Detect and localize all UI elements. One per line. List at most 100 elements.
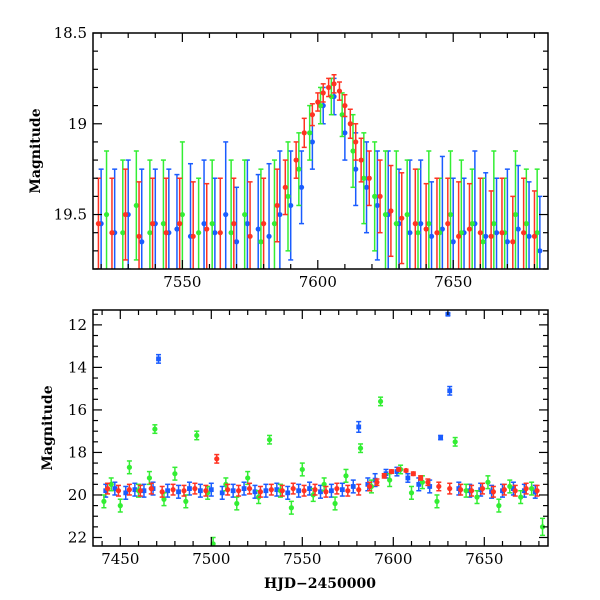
y-tick-label: 19.5 [54, 206, 87, 224]
data-marker [137, 488, 143, 494]
top-x-tick-labels: 7550 7600 7650 [163, 273, 472, 291]
top-series-2-point [434, 177, 440, 269]
data-marker [307, 486, 312, 491]
top-series-1-point [512, 150, 519, 269]
bottom-series-0-point [296, 483, 302, 498]
top-series-1-point [133, 150, 139, 261]
top-series-1-point [228, 159, 234, 269]
bottom-series-2-point [534, 484, 540, 497]
data-marker [197, 488, 203, 494]
data-marker [323, 489, 329, 495]
bottom-series-1-point [152, 424, 158, 435]
bottom-series-0-point [285, 485, 291, 500]
top-series-2-point [466, 182, 473, 269]
top-series-1-point [196, 177, 202, 269]
data-marker [245, 475, 251, 481]
data-marker [279, 488, 285, 494]
bottom-series-2-point [323, 485, 329, 498]
data-marker [204, 226, 210, 232]
top-series-2-point [477, 177, 483, 269]
data-marker [234, 500, 240, 507]
bottom-series-2-point [367, 481, 373, 492]
bottom-series-2-point [334, 482, 340, 495]
data-marker [388, 468, 395, 475]
bottom-series-0-point [328, 483, 334, 498]
data-marker [458, 230, 464, 236]
top-series-2-point [282, 159, 288, 216]
top-series-2-point [445, 177, 451, 269]
top-series-1-point [534, 168, 540, 269]
data-marker [149, 221, 156, 227]
data-marker [501, 487, 507, 493]
data-marker [296, 166, 302, 172]
data-marker [468, 488, 475, 494]
data-marker [122, 211, 129, 218]
data-marker [529, 485, 535, 492]
data-marker [108, 481, 114, 487]
data-marker [419, 479, 426, 485]
top-series-0-point [255, 173, 261, 269]
y-tick-label: 20 [68, 486, 87, 504]
bottom-series-0-point [241, 481, 247, 496]
data-marker [223, 211, 229, 218]
data-marker [115, 488, 122, 494]
data-marker [190, 233, 196, 239]
top-series-2-point [326, 77, 332, 98]
top-series-2-point [247, 181, 253, 269]
bottom-series-2-point [126, 483, 132, 496]
data-marker [452, 439, 458, 445]
data-marker [477, 230, 483, 236]
bottom-series-1-point [377, 396, 384, 407]
data-marker [146, 475, 153, 481]
bottom-series-2-point [203, 484, 209, 497]
bottom-panel: 12 14 16 18 20 22 7450 7500 7550 7600 7650 Magnit… [40, 309, 549, 592]
bottom-series-2-point [257, 485, 264, 498]
bottom-series-2-point [225, 483, 231, 496]
data-marker [194, 432, 200, 439]
top-series-1-point [120, 159, 126, 269]
data-marker [277, 211, 283, 218]
data-marker [393, 221, 399, 227]
data-marker [427, 484, 433, 489]
data-marker [307, 130, 313, 136]
data-marker [241, 486, 247, 491]
data-marker [274, 487, 280, 493]
data-marker [126, 464, 132, 470]
top-series-2-point [231, 177, 237, 269]
data-marker [141, 488, 147, 494]
data-marker [425, 479, 431, 485]
top-series-0-point [407, 159, 413, 269]
data-marker [282, 184, 288, 190]
top-series-2-point [342, 93, 348, 118]
bottom-series-1-point [332, 496, 338, 511]
data-marker [407, 230, 413, 236]
data-marker [133, 202, 139, 209]
data-marker [266, 233, 272, 239]
top-series-0-point [298, 150, 305, 225]
data-marker [377, 193, 383, 199]
data-marker [366, 175, 372, 181]
bottom-series-2-point [192, 482, 198, 495]
data-marker [521, 230, 527, 236]
top-series-1-point [103, 150, 110, 269]
top-series-1-point [209, 159, 215, 269]
data-marker [152, 426, 158, 432]
bottom-series-2-point [345, 484, 351, 497]
bottom-series-2-point [410, 471, 416, 477]
bottom-series-1-point [434, 494, 440, 509]
data-marker [109, 230, 115, 236]
data-marker [512, 211, 519, 218]
bottom-series-1-point [126, 460, 132, 475]
data-marker [367, 483, 373, 490]
bottom-series-1-point [245, 470, 251, 486]
top-series-2-point [388, 164, 394, 258]
data-marker [177, 221, 183, 227]
x-tick-label: 7550 [163, 273, 201, 291]
data-marker [163, 230, 169, 236]
top-series-0-point [363, 141, 370, 234]
top-series-0-point [526, 181, 532, 269]
top-series-1-point [242, 159, 248, 269]
top-series-0-point [233, 186, 240, 269]
bottom-series-2-point [148, 482, 154, 495]
bottom-plot-frame [92, 309, 549, 547]
